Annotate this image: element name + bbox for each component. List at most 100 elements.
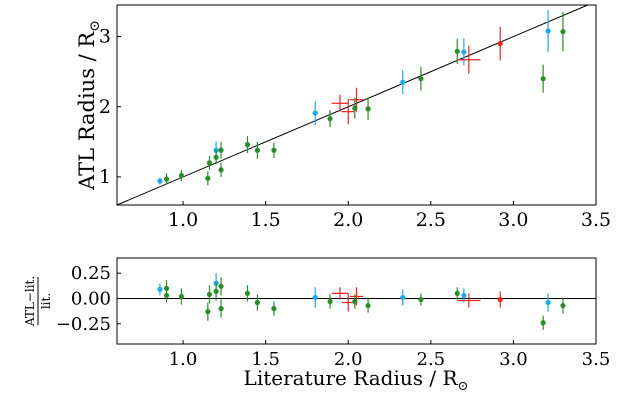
residual-point-s2-11 bbox=[327, 294, 333, 309]
residual-point-s2-8 bbox=[244, 285, 251, 302]
residual-point-s2-15 bbox=[454, 287, 460, 300]
main-point-s2-5 bbox=[218, 141, 224, 159]
residual-point-s2-17 bbox=[560, 297, 566, 314]
data-marker bbox=[497, 296, 503, 303]
main-y-tick-label: 3 bbox=[99, 26, 111, 48]
main-point-s2-10 bbox=[327, 110, 333, 128]
main-point-s2-15 bbox=[540, 64, 546, 93]
data-marker bbox=[540, 320, 546, 326]
data-marker bbox=[312, 110, 318, 116]
residual-point-s2-5 bbox=[213, 282, 219, 301]
data-marker bbox=[213, 154, 219, 160]
data-marker bbox=[461, 292, 467, 299]
main-point-s2-7 bbox=[244, 136, 251, 154]
main-x-tick-label: 2.5 bbox=[416, 209, 446, 231]
data-marker bbox=[540, 76, 546, 82]
data-marker bbox=[545, 299, 551, 306]
residual-x-tick-label: 1.0 bbox=[169, 349, 198, 370]
main-point-s0-0 bbox=[157, 177, 163, 185]
data-marker bbox=[163, 292, 170, 299]
main-x-tick-label: 2.0 bbox=[333, 209, 363, 231]
residual-point-s0-5 bbox=[545, 293, 551, 312]
data-marker bbox=[365, 106, 371, 112]
main-point-s2-9 bbox=[271, 142, 277, 158]
main-point-s2-3 bbox=[206, 155, 213, 170]
data-marker bbox=[327, 116, 333, 122]
data-marker bbox=[218, 167, 224, 173]
residual-panel: 1.0 1.5 2.0 2.5 3.0 3.5 0.25 0.00 −0.25 ATL−lit.… bbox=[23, 257, 610, 394]
residual-axes: 1.0 1.5 2.0 2.5 3.0 3.5 0.25 0.00 −0.25 bbox=[56, 263, 610, 370]
data-marker bbox=[271, 305, 277, 312]
data-marker bbox=[244, 290, 251, 297]
residual-point-s0-2 bbox=[312, 287, 318, 308]
main-point-s2-2 bbox=[205, 171, 211, 186]
data-marker bbox=[205, 175, 211, 181]
data-marker bbox=[497, 40, 503, 47]
residual-point-s2-9 bbox=[254, 294, 260, 311]
residual-point-s1-3 bbox=[457, 293, 481, 308]
main-point-s2-1 bbox=[178, 169, 185, 182]
residual-point-s2-12 bbox=[352, 294, 358, 309]
main-x-tick-label: 1.0 bbox=[168, 209, 198, 231]
data-marker bbox=[454, 48, 460, 54]
main-point-s2-12 bbox=[365, 97, 371, 121]
main-x-tick-label: 3.5 bbox=[581, 209, 611, 231]
residual-point-s2-16 bbox=[540, 315, 546, 330]
residual-y-label-numerator: ATL−lit. bbox=[23, 276, 37, 327]
main-point-s2-4 bbox=[213, 150, 219, 165]
residual-plot-frame bbox=[116, 257, 597, 345]
main-y-axis-label-subscript: ⊙ bbox=[87, 20, 103, 32]
residual-point-s2-6 bbox=[218, 277, 224, 296]
residual-marks bbox=[117, 273, 596, 330]
data-marker bbox=[454, 290, 460, 297]
data-marker bbox=[213, 288, 219, 294]
main-point-s0-5 bbox=[545, 9, 551, 53]
residual-point-s0-0 bbox=[157, 283, 163, 296]
residual-point-s0-3 bbox=[400, 289, 406, 306]
main-point-s2-8 bbox=[254, 141, 260, 159]
residual-x-tick-label: 3.0 bbox=[499, 349, 528, 370]
main-point-s2-16 bbox=[560, 12, 566, 52]
data-marker bbox=[178, 172, 185, 179]
data-marker bbox=[327, 298, 333, 305]
data-marker bbox=[352, 105, 358, 111]
residual-y-label-denominator: lit. bbox=[39, 293, 53, 309]
data-marker bbox=[218, 305, 224, 312]
data-marker bbox=[271, 147, 277, 153]
residual-x-tick-label: 1.5 bbox=[251, 349, 280, 370]
main-marks bbox=[116, 4, 588, 206]
residual-point-s2-1 bbox=[163, 288, 170, 303]
main-point-s0-2 bbox=[312, 101, 318, 125]
data-marker bbox=[206, 291, 213, 298]
x-axis-label-subscript: ⊙ bbox=[458, 379, 469, 393]
data-marker bbox=[157, 178, 163, 184]
main-y-tick-label: 2 bbox=[99, 96, 111, 118]
residual-x-tick-label: 2.0 bbox=[334, 349, 363, 370]
data-marker bbox=[244, 142, 251, 148]
data-marker bbox=[400, 294, 406, 301]
residual-y-tick-label: 0.00 bbox=[71, 288, 111, 309]
data-marker bbox=[352, 298, 358, 305]
data-marker bbox=[312, 294, 318, 301]
residual-point-s1-4 bbox=[497, 291, 503, 308]
data-marker bbox=[218, 147, 224, 153]
data-marker bbox=[545, 28, 551, 34]
main-point-s2-0 bbox=[163, 173, 170, 185]
residual-point-s2-2 bbox=[178, 288, 185, 305]
main-y-axis-label: ATL Radius / R⊙ bbox=[75, 20, 103, 191]
main-point-s1-4 bbox=[497, 26, 503, 61]
residual-point-s2-10 bbox=[271, 301, 277, 316]
data-marker bbox=[178, 293, 185, 300]
residual-x-tick-label: 3.5 bbox=[582, 349, 611, 370]
data-marker bbox=[461, 49, 467, 55]
data-marker bbox=[418, 296, 424, 303]
residual-point-s2-14 bbox=[418, 293, 424, 306]
main-point-s0-4 bbox=[461, 38, 467, 66]
data-marker bbox=[206, 160, 213, 166]
main-x-tick-label: 3.0 bbox=[498, 209, 528, 231]
main-point-s0-3 bbox=[400, 70, 406, 95]
residual-y-tick-label: −0.25 bbox=[56, 314, 111, 335]
main-x-tick-label: 1.5 bbox=[251, 209, 281, 231]
